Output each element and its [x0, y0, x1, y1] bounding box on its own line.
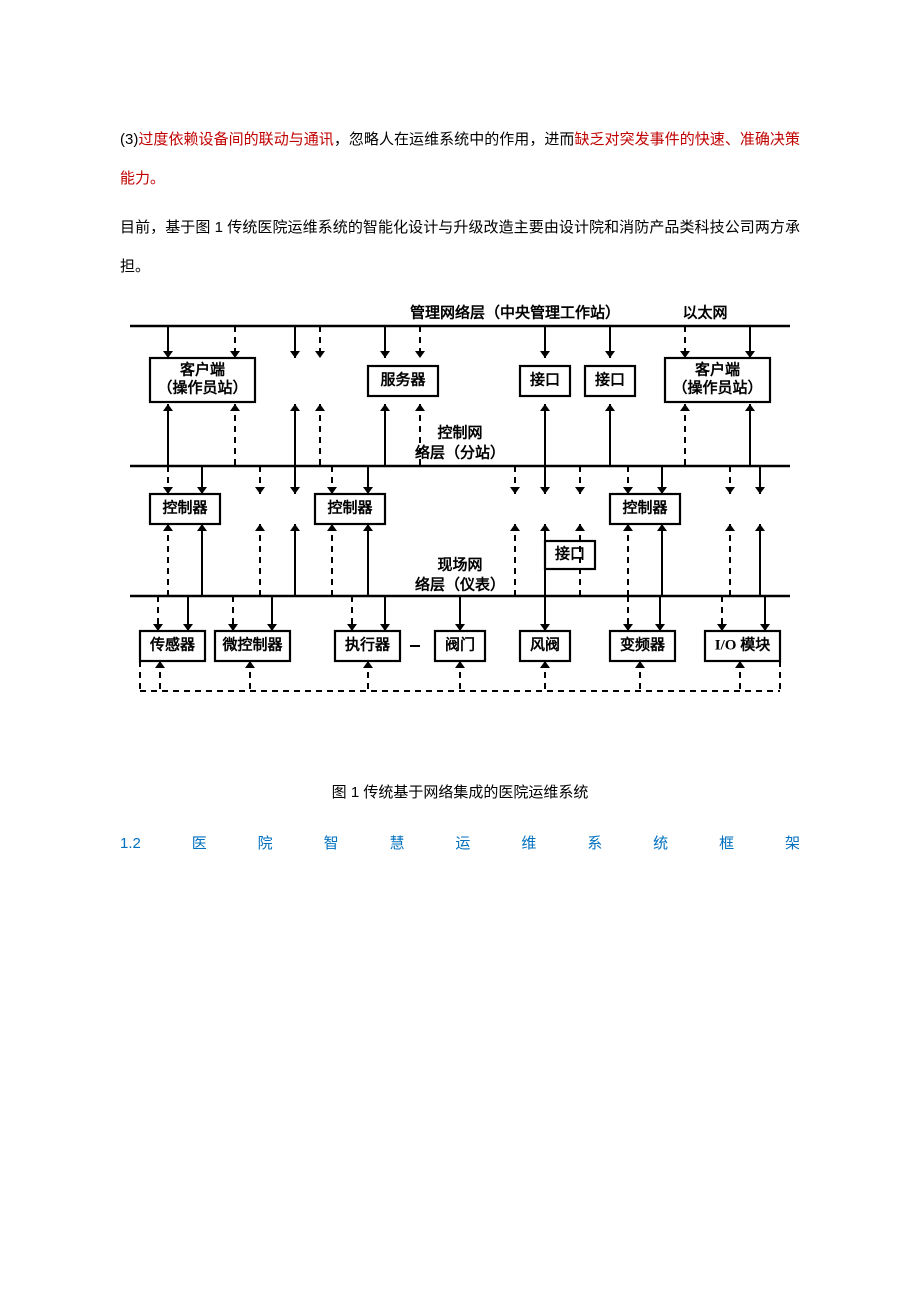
svg-text:（操作员站）: （操作员站） [672, 378, 762, 396]
svg-text:接口: 接口 [530, 370, 560, 388]
svg-text:传感器: 传感器 [149, 635, 196, 653]
page: (3)过度依赖设备间的联动与通讯，忽略人在运维系统中的作用，进而缺乏对突发事件的… [0, 0, 920, 893]
svg-text:执行器: 执行器 [345, 635, 391, 653]
svg-text:控制器: 控制器 [327, 498, 373, 516]
svg-text:控制器: 控制器 [162, 498, 208, 516]
figure-caption: 图 1 传统基于网络集成的医院运维系统 [120, 781, 800, 802]
svg-text:控制器: 控制器 [622, 498, 668, 516]
svg-text:阀门: 阀门 [445, 635, 475, 653]
para1-prefix: (3) [120, 131, 138, 148]
svg-text:客户端: 客户端 [179, 360, 225, 378]
svg-text:现场网: 现场网 [437, 556, 482, 573]
network-diagram: 管理网络层（中央管理工作站）以太网控制网络层（分站）现场网络层（仪表）客户端（操… [120, 296, 800, 756]
svg-text:以太网: 以太网 [682, 303, 727, 321]
svg-text:控制网: 控制网 [437, 423, 482, 441]
svg-text:微控制器: 微控制器 [221, 635, 283, 653]
svg-text:管理网络层（中央管理工作站）: 管理网络层（中央管理工作站） [410, 303, 620, 321]
section-heading-1-2: 1.2 医 院 智 慧 运 维 系 统 框 架 [120, 832, 800, 853]
svg-text:客户端: 客户端 [694, 360, 740, 378]
svg-text:络层（分站）: 络层（分站） [415, 443, 505, 461]
para1-red1: 过度依赖设备间的联动与通讯 [138, 131, 334, 148]
paragraph-3: (3)过度依赖设备间的联动与通讯，忽略人在运维系统中的作用，进而缺乏对突发事件的… [120, 120, 800, 198]
svg-text:（操作员站）: （操作员站） [157, 378, 247, 396]
svg-text:I/O 模块: I/O 模块 [715, 635, 771, 653]
svg-text:接口: 接口 [595, 370, 625, 388]
svg-text:风阀: 风阀 [530, 635, 560, 653]
svg-text:络层（仪表）: 络层（仪表） [415, 575, 505, 593]
svg-text:变频器: 变频器 [620, 635, 666, 653]
figure-1: 管理网络层（中央管理工作站）以太网控制网络层（分站）现场网络层（仪表）客户端（操… [120, 296, 800, 756]
svg-text:服务器: 服务器 [380, 370, 426, 388]
para1-mid: ，忽略人在运维系统中的作用，进而 [334, 131, 575, 148]
paragraph-4: 目前，基于图 1 传统医院运维系统的智能化设计与升级改造主要由设计院和消防产品类… [120, 208, 800, 286]
